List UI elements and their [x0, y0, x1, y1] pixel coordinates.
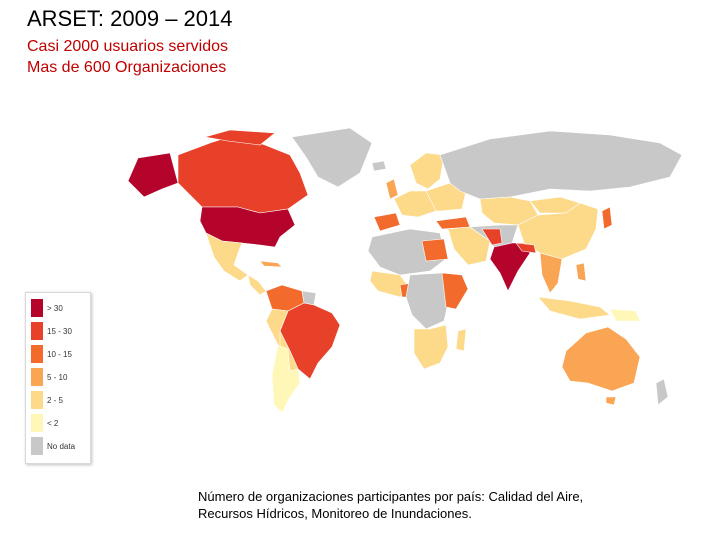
region-greenland: [291, 127, 373, 188]
region-egypt: [421, 238, 449, 262]
legend-swatch: [31, 345, 43, 363]
legend-swatch: [31, 437, 43, 455]
subtitle-organizations: Mas de 600 Organizaciones: [27, 59, 227, 76]
legend-label: 15 - 30: [47, 326, 72, 336]
region-mexico: [205, 232, 249, 282]
page-title: ARSET: 2009 – 2014: [27, 6, 233, 31]
legend-swatch: [31, 414, 43, 432]
legend-swatch: [31, 299, 43, 317]
region-russia: [439, 130, 683, 200]
region-scandinavia: [409, 152, 445, 190]
legend-label: 5 - 10: [47, 372, 68, 382]
legend-item: 2 - 5: [31, 391, 63, 409]
legend-label: No data: [47, 441, 76, 451]
legend-swatch: [31, 368, 43, 386]
legend-swatch: [31, 391, 43, 409]
region-central-america: [247, 274, 267, 296]
legend-item: 5 - 10: [31, 368, 67, 386]
subtitle-users: Casi 2000 usuarios servidos: [27, 38, 228, 55]
region-caribbean: [259, 260, 283, 268]
legend-item: > 30: [31, 299, 63, 317]
region-madagascar: [455, 328, 467, 352]
legend-swatch: [31, 322, 43, 340]
region-east-africa: [441, 272, 469, 310]
legend-label: 10 - 15: [47, 349, 72, 359]
region-tasmania: [605, 396, 617, 406]
region-southern-africa: [413, 324, 449, 370]
region-australia: [561, 326, 641, 392]
world-map: [127, 127, 683, 414]
legend-label: 2 - 5: [47, 395, 64, 405]
region-alaska: [127, 152, 179, 198]
region-japan: [601, 206, 613, 230]
region-uk: [385, 178, 399, 200]
region-pakistan: [481, 228, 503, 246]
legend-label: > 30: [47, 303, 63, 313]
region-southeast-asia: [539, 252, 563, 294]
legend-item: 15 - 30: [31, 322, 72, 340]
map-legend: > 30 15 - 30 10 - 15 5 - 10 2 - 5 < 2 No…: [25, 292, 91, 464]
region-iceland: [371, 160, 387, 172]
region-argentina-chile: [271, 344, 301, 414]
legend-item: < 2: [31, 414, 58, 432]
region-canada: [177, 134, 309, 214]
region-nepal: [515, 242, 537, 254]
region-papua: [609, 308, 641, 322]
legend-label: < 2: [47, 418, 59, 428]
region-indonesia: [537, 296, 611, 320]
region-philippines: [575, 262, 587, 282]
region-west-africa: [369, 270, 411, 298]
map-caption: Número de organizaciones participantes p…: [198, 489, 584, 521]
region-iberia: [373, 212, 401, 232]
region-new-zealand: [655, 378, 669, 406]
legend-item: 10 - 15: [31, 345, 72, 363]
region-canada-islands: [204, 129, 276, 146]
legend-item: No data: [31, 437, 75, 455]
